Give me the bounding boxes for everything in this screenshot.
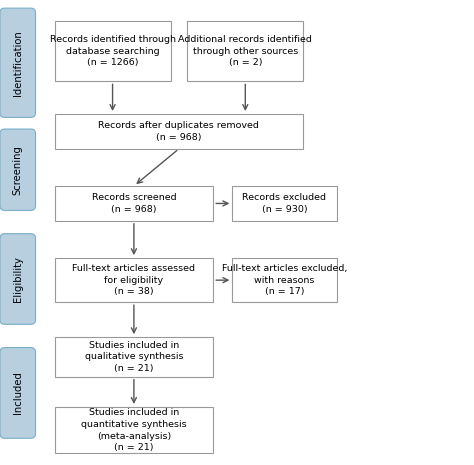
FancyBboxPatch shape (232, 186, 337, 221)
Text: Screening: Screening (13, 145, 23, 195)
FancyBboxPatch shape (55, 186, 213, 221)
FancyBboxPatch shape (0, 129, 36, 210)
Text: Additional records identified
through other sources
(n = 2): Additional records identified through ot… (178, 35, 312, 67)
Text: Eligibility: Eligibility (13, 256, 23, 302)
Text: Studies included in
qualitative synthesis
(n = 21): Studies included in qualitative synthesi… (85, 340, 183, 373)
Text: Records after duplicates removed
(n = 968): Records after duplicates removed (n = 96… (99, 121, 259, 142)
Text: Records screened
(n = 968): Records screened (n = 968) (91, 193, 176, 214)
FancyBboxPatch shape (55, 21, 171, 81)
FancyBboxPatch shape (232, 258, 337, 302)
Text: Full-text articles assessed
for eligibility
(n = 38): Full-text articles assessed for eligibil… (73, 264, 195, 297)
Text: Records excluded
(n = 930): Records excluded (n = 930) (242, 193, 327, 214)
Text: Identification: Identification (13, 30, 23, 96)
Text: Included: Included (13, 372, 23, 414)
FancyBboxPatch shape (187, 21, 303, 81)
FancyBboxPatch shape (0, 234, 36, 325)
FancyBboxPatch shape (55, 258, 213, 302)
Text: Studies included in
quantitative synthesis
(meta-analysis)
(n = 21): Studies included in quantitative synthes… (81, 408, 187, 452)
FancyBboxPatch shape (55, 114, 303, 149)
FancyBboxPatch shape (0, 8, 36, 118)
FancyBboxPatch shape (55, 407, 213, 453)
Text: Full-text articles excluded,
with reasons
(n = 17): Full-text articles excluded, with reason… (222, 264, 347, 297)
FancyBboxPatch shape (0, 348, 36, 438)
Text: Records identified through
database searching
(n = 1266): Records identified through database sear… (50, 35, 175, 67)
FancyBboxPatch shape (55, 337, 213, 377)
